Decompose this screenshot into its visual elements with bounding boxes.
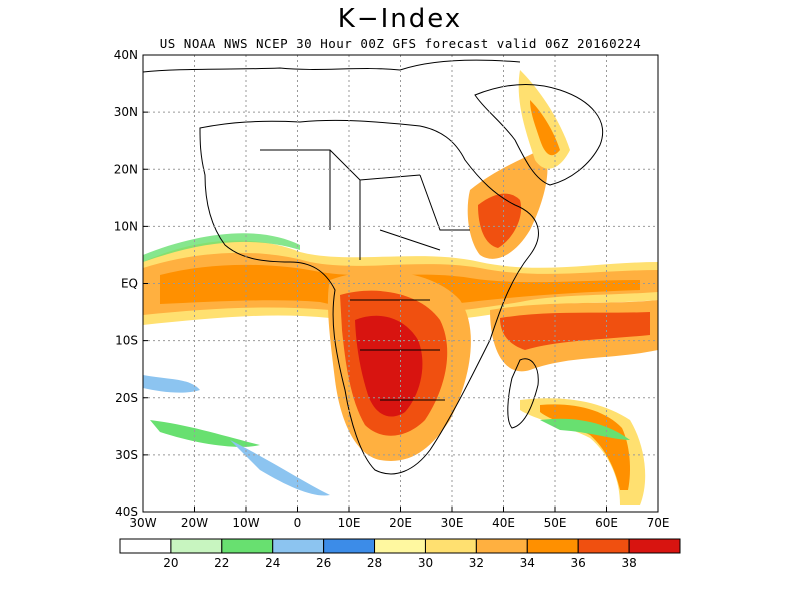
map-title: K−Index xyxy=(337,4,463,34)
tick-label-lon: 30W xyxy=(129,516,156,530)
colorbar-label: 22 xyxy=(214,556,229,570)
colorbar: 20 22 24 26 28 30 32 34 36 38 xyxy=(119,538,681,570)
colorbar-swatch xyxy=(221,538,274,554)
field-fringe-blue-sw xyxy=(230,440,330,496)
africa-coastline xyxy=(199,119,539,475)
colorbar-label: 20 xyxy=(163,556,178,570)
colorbar-label: 38 xyxy=(621,556,636,570)
colorbar-label: 34 xyxy=(520,556,535,570)
lat-lon-grid xyxy=(143,55,658,512)
colorbar-swatch xyxy=(374,538,426,554)
colorbar-swatch xyxy=(323,538,376,554)
field-indian-ocean-hot xyxy=(500,312,650,350)
tick-label-lon: 40E xyxy=(492,516,515,530)
field-fringe-green xyxy=(143,233,300,262)
tick-label-lat: EQ xyxy=(121,277,138,291)
tick-label-lon: 0 xyxy=(294,516,302,530)
tick-label-lat: 20N xyxy=(114,162,138,176)
field-south-africa-core xyxy=(355,315,423,417)
tick-label-lat: 40S xyxy=(115,505,138,519)
tick-label-lat: 30N xyxy=(114,105,138,119)
field-east-africa-hot xyxy=(478,193,522,248)
colorbar-label: 24 xyxy=(265,556,280,570)
colorbar-swatch xyxy=(272,538,325,554)
tick-label-lat: 20S xyxy=(115,391,138,405)
tick-label-lon: 70E xyxy=(647,516,670,530)
tick-label-lon: 30E xyxy=(441,516,464,530)
colorbar-label: 26 xyxy=(316,556,331,570)
colorbar-label: 36 xyxy=(571,556,586,570)
field-fringe-blue xyxy=(143,375,200,393)
arabia-coastline xyxy=(474,84,604,186)
colorbar-label: 32 xyxy=(469,556,484,570)
field-red-sea-hot xyxy=(530,100,560,156)
tick-label-lat: 10S xyxy=(115,334,138,348)
tick-label-lon: 10E xyxy=(338,516,361,530)
tick-label-lat: 30S xyxy=(115,448,138,462)
madagascar-coastline xyxy=(507,358,539,429)
tick-label-lon: 20W xyxy=(181,516,208,530)
colorbar-swatch xyxy=(577,538,630,554)
colorbar-label: 28 xyxy=(367,556,382,570)
colorbar-swatch xyxy=(628,538,681,554)
field-fringe-green-sw xyxy=(150,420,260,447)
tick-label-lon: 10W xyxy=(232,516,259,530)
colorbar-swatch xyxy=(475,538,528,554)
tick-label-lat: 40N xyxy=(114,48,138,62)
colorbar-swatch xyxy=(119,538,172,554)
map-subtitle: US NOAA NWS NCEP 30 Hour 00Z GFS forecas… xyxy=(159,36,642,51)
latitude-axis: 40N 30N 20N 10N EQ 10S 20S 30S 40S xyxy=(114,48,148,519)
field-fringe-green-se xyxy=(540,418,630,440)
longitude-axis: 30W 20W 10W 0 10E 20E 30E 40E 50E 60E 70E xyxy=(129,507,669,530)
colorbar-label: 30 xyxy=(418,556,433,570)
tick-label-lon: 60E xyxy=(595,516,618,530)
field-se-plume-hot xyxy=(540,404,630,490)
colorbar-swatch xyxy=(170,538,223,554)
tick-label-lon: 20E xyxy=(389,516,412,530)
colorbar-swatch xyxy=(526,538,579,554)
colorbar-swatch xyxy=(424,538,477,554)
tick-label-lon: 50E xyxy=(544,516,567,530)
tick-label-lat: 10N xyxy=(114,219,138,233)
europe-coastline xyxy=(143,59,521,73)
